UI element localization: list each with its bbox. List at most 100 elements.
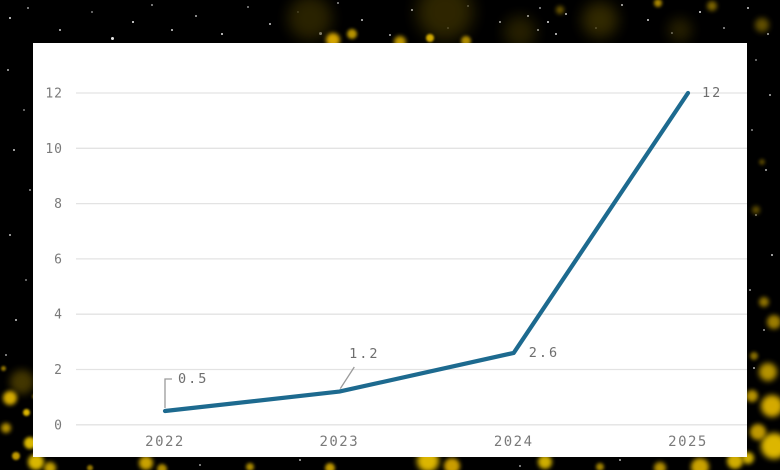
gold-particle [668,18,692,42]
chart-card: 0 2 4 6 8 10 12 2022 2023 2024 2025 0.5 1.2 2.6 12 [33,43,747,457]
y-tick-label-8: 8 [54,197,63,212]
gold-particle [288,0,332,40]
gold-particle [426,34,434,42]
gold-particle [1,423,11,433]
star-particle [618,458,622,462]
star-particle [170,28,174,32]
star-particle [671,32,673,34]
gold-particle [3,391,17,405]
gold-particle [761,395,780,417]
star-particle [748,288,752,292]
gold-particle [759,297,769,307]
star-particle [595,27,597,29]
gold-particle [761,433,780,459]
gold-particle [0,365,6,371]
y-tick-label-2: 2 [54,363,63,378]
gold-particle [759,159,765,165]
star-particle [764,168,768,172]
gold-particle [752,206,760,214]
gold-particle [417,0,473,40]
y-tick-label-12: 12 [45,87,63,102]
star-particle [23,109,25,111]
gold-particle [246,463,254,470]
star-particle [58,28,62,32]
star-particle [337,2,339,4]
gold-particle [707,1,717,11]
gold-particle [767,315,780,329]
star-particle [620,3,624,7]
annotation-leader-2023 [339,366,355,389]
star-particle [752,366,756,370]
star-particle [698,10,702,14]
gold-particle [654,462,666,470]
star-particle [539,7,541,9]
gold-particle [691,458,709,470]
star-particle [763,329,765,331]
star-particle [410,8,414,12]
data-label-2023: 1.2 [349,346,379,362]
gold-particle [444,458,460,470]
star-particle [536,28,540,32]
data-label-2024: 2.6 [529,345,559,361]
gold-particle [325,463,335,470]
star-particle [646,18,650,22]
star-particle [8,233,12,237]
star-particle [199,464,201,466]
x-tick-label-2024: 2024 [494,434,534,450]
gold-particle [22,408,30,416]
star-particle [27,7,29,9]
star-particle [751,129,753,131]
star-particle [755,59,757,61]
gold-particle [750,352,758,360]
star-particle [446,26,450,30]
star-particle [151,4,153,6]
data-line-series [162,90,691,414]
gold-particle [654,0,662,7]
star-particle [360,18,364,22]
gold-particle [750,424,766,440]
star-particle [5,354,7,356]
star-particle [297,11,299,13]
gold-particle [538,455,552,469]
star-particle [28,188,32,192]
star-particle [498,20,502,24]
gold-particle [10,370,34,394]
star-particle [247,6,249,8]
y-tick-label-4: 4 [54,308,63,323]
star-particle [298,458,302,462]
star-particle [12,148,16,152]
star-particle [220,32,224,36]
gold-particle [139,456,153,470]
star-particle [389,34,391,36]
star-particle [723,27,725,29]
star-particle [554,32,558,36]
star-particle [546,20,550,24]
x-tick-label-2023: 2023 [319,434,359,450]
star-particle [467,5,469,7]
star-particle [318,31,322,35]
gold-particle [157,464,167,470]
data-label-2022: 0.5 [178,371,208,387]
x-tick-label-2022: 2022 [145,434,185,450]
star-particle [564,12,568,16]
gold-particle [87,465,93,470]
star-particle [131,20,135,24]
gold-particle [556,6,564,14]
gold-particle [44,462,56,470]
star-particle [14,318,18,322]
star-particle [268,22,272,26]
data-label-2025: 12 [702,85,722,101]
gold-particle [755,18,769,32]
star-particle [110,36,114,40]
gold-particle [596,463,604,470]
annotation-leader-2022 [164,378,172,408]
gold-particle [582,2,618,38]
y-tick-label-10: 10 [45,142,63,157]
star-particle [25,279,27,281]
x-tick-label-2025: 2025 [668,434,708,450]
star-particle [766,32,770,36]
star-particle [755,214,757,216]
line-chart: 0 2 4 6 8 10 12 2022 2023 2024 2025 0.5 1.2 2.6 12 [45,85,747,450]
star-particle [746,6,750,10]
